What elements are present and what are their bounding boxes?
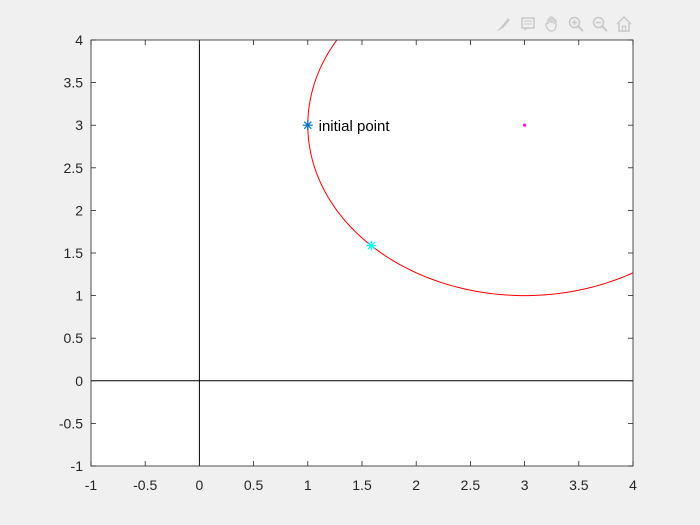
y-tick-label: 4 bbox=[75, 32, 83, 48]
home-icon[interactable] bbox=[614, 14, 634, 34]
y-tick-label: 1 bbox=[75, 288, 83, 304]
x-tick-label: 2.5 bbox=[461, 477, 481, 493]
data-tips-icon[interactable] bbox=[518, 14, 538, 34]
y-tick-label: -0.5 bbox=[59, 415, 83, 431]
pan-icon[interactable] bbox=[542, 14, 562, 34]
x-tick-labels: -1 -0.5 0 0.5 1 1.5 2 2.5 3 3.5 4 bbox=[85, 477, 637, 493]
x-tick-label: 0 bbox=[196, 477, 204, 493]
dot-marker bbox=[523, 123, 527, 127]
y-tick-label: -1 bbox=[71, 458, 84, 474]
brush-icon[interactable] bbox=[494, 14, 514, 34]
annotation-text: initial point bbox=[319, 118, 391, 135]
x-tick-label: 1 bbox=[304, 477, 312, 493]
x-tick-label: 0.5 bbox=[244, 477, 264, 493]
axes-frame bbox=[90, 39, 634, 467]
asterisk-marker bbox=[366, 240, 377, 251]
x-tick-label: 1.5 bbox=[352, 477, 372, 493]
zoom-out-icon[interactable] bbox=[590, 14, 610, 34]
y-tick-labels: -1 -0.5 0 0.5 1 1.5 2 2.5 3 3.5 4 bbox=[59, 32, 83, 474]
y-tick-label: 2.5 bbox=[64, 160, 84, 176]
y-tick-label: 2 bbox=[75, 202, 83, 218]
y-tick-label: 3 bbox=[75, 117, 83, 133]
plot-area bbox=[302, 40, 633, 297]
x-tick-label: 3.5 bbox=[569, 477, 589, 493]
reference-lines bbox=[91, 40, 633, 466]
asterisk-marker bbox=[302, 120, 313, 131]
y-tick-label: 1.5 bbox=[64, 245, 84, 261]
axes-toolbar bbox=[494, 14, 634, 34]
zoom-in-icon[interactable] bbox=[566, 14, 586, 34]
y-tick-label: 0.5 bbox=[64, 330, 84, 346]
x-tick-label: 2 bbox=[412, 477, 420, 493]
y-tick-label: 3.5 bbox=[64, 75, 84, 91]
axes-background bbox=[91, 40, 633, 466]
x-tick-label: 3 bbox=[521, 477, 529, 493]
y-tick-label: 0 bbox=[75, 373, 83, 389]
x-tick-label: -1 bbox=[85, 477, 98, 493]
x-tick-label: -0.5 bbox=[133, 477, 157, 493]
x-tick-label: 4 bbox=[629, 477, 637, 493]
annotations: initial point bbox=[319, 118, 391, 135]
